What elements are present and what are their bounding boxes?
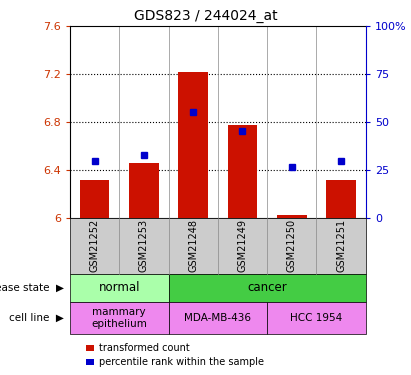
Bar xyxy=(277,215,307,217)
Bar xyxy=(178,72,208,217)
Text: percentile rank within the sample: percentile rank within the sample xyxy=(99,357,263,367)
Text: cancer: cancer xyxy=(247,281,287,294)
Text: GSM21250: GSM21250 xyxy=(287,219,297,272)
Text: normal: normal xyxy=(99,281,140,294)
Text: GSM21252: GSM21252 xyxy=(90,219,99,272)
Text: GSM21249: GSM21249 xyxy=(238,219,247,272)
Bar xyxy=(326,180,356,218)
Bar xyxy=(129,162,159,218)
Text: GSM21248: GSM21248 xyxy=(188,219,198,272)
Text: mammary
epithelium: mammary epithelium xyxy=(91,307,147,328)
Text: cell line  ▶: cell line ▶ xyxy=(9,313,64,323)
Text: HCC 1954: HCC 1954 xyxy=(290,313,343,323)
Text: GSM21251: GSM21251 xyxy=(336,219,346,272)
Text: MDA-MB-436: MDA-MB-436 xyxy=(184,313,252,323)
Text: GDS823 / 244024_at: GDS823 / 244024_at xyxy=(134,9,277,23)
Bar xyxy=(80,180,109,218)
Bar xyxy=(228,126,257,218)
Text: transformed count: transformed count xyxy=(99,343,189,353)
Text: disease state  ▶: disease state ▶ xyxy=(0,283,64,293)
Text: GSM21253: GSM21253 xyxy=(139,219,149,272)
